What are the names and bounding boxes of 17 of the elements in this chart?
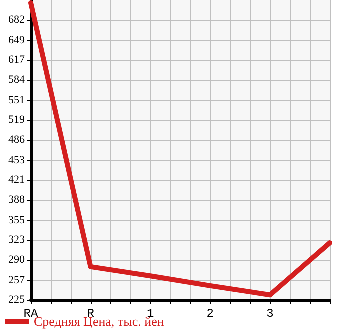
y-tick-label: 486 xyxy=(8,134,26,146)
y-tick-label: 323 xyxy=(8,234,26,246)
y-tick-label: 584 xyxy=(8,74,26,86)
y-tick-label: 355 xyxy=(8,214,26,226)
y-tick-label: 290 xyxy=(8,254,26,266)
y-tick-label: 421 xyxy=(8,174,25,186)
y-tick-label: 225 xyxy=(8,294,26,306)
y-tick-label: 453 xyxy=(8,154,26,166)
y-tick-label: 257 xyxy=(8,274,26,286)
y-tick-label: 649 xyxy=(8,34,26,46)
x-tick-label: 2 xyxy=(206,307,214,321)
y-tick-label: 682 xyxy=(8,14,25,26)
x-tick-label: 3 xyxy=(266,307,274,321)
y-tick-label: 519 xyxy=(8,114,26,126)
y-tick-label: 388 xyxy=(8,194,26,206)
y-tick-label: 551 xyxy=(8,94,25,106)
y-tick-label: 617 xyxy=(8,54,26,66)
